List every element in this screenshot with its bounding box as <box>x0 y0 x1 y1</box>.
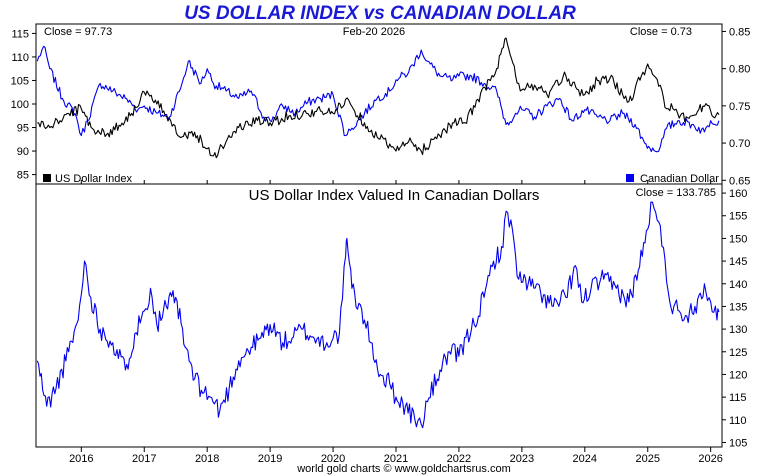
close-bottom-label: Close = 133.785 <box>636 187 716 199</box>
y-bottom-tick-label: 130 <box>729 324 747 336</box>
y-right-tick-label: 0.65 <box>729 175 750 187</box>
x-tick-label: 2020 <box>321 453 345 465</box>
x-tick-label: 2022 <box>447 453 471 465</box>
y-bottom-tick-label: 115 <box>729 392 747 404</box>
y-bottom-tick-label: 145 <box>729 256 747 268</box>
footer-credit: world gold charts © www.goldchartsrus.co… <box>296 463 511 475</box>
close-left-label: Close = 97.73 <box>44 26 112 38</box>
legend-swatch-usd <box>43 174 51 182</box>
series-line-ratio <box>36 201 720 429</box>
y-bottom-tick-label: 110 <box>729 415 747 427</box>
series-line-us-dollar-index <box>37 37 720 159</box>
legend-label-usd: US Dollar Index <box>55 173 133 185</box>
y-bottom-tick-label: 135 <box>729 301 747 313</box>
x-tick-label: 2017 <box>132 453 156 465</box>
x-tick-label: 2026 <box>698 453 722 465</box>
bottom-panel-frame <box>35 183 723 448</box>
series-line-canadian-dollar <box>36 45 720 153</box>
y-bottom-tick-label: 125 <box>729 347 747 359</box>
y-left-tick-label: 95 <box>17 123 29 135</box>
bottom-title: US Dollar Index Valued In Canadian Dolla… <box>249 187 540 204</box>
y-left-tick-label: 105 <box>11 75 29 87</box>
y-right-tick-label: 0.75 <box>729 101 750 113</box>
y-bottom-tick-label: 150 <box>729 233 747 245</box>
x-tick-label: 2025 <box>635 453 659 465</box>
y-left-tick-label: 115 <box>11 28 29 40</box>
x-tick-label: 2016 <box>69 453 93 465</box>
y-right-tick-label: 0.80 <box>729 64 750 76</box>
x-tick-label: 2018 <box>195 453 219 465</box>
x-tick-label: 2023 <box>510 453 534 465</box>
y-bottom-tick-label: 120 <box>729 369 747 381</box>
x-tick-label: 2024 <box>573 453 597 465</box>
x-tick-label: 2021 <box>384 453 408 465</box>
y-bottom-tick-label: 105 <box>729 437 747 449</box>
y-bottom-tick-label: 140 <box>729 279 747 291</box>
y-right-tick-label: 0.70 <box>729 138 750 150</box>
y-left-tick-label: 90 <box>17 146 29 158</box>
chart-title: US DOLLAR INDEX vs CANADIAN DOLLAR <box>184 3 576 24</box>
y-bottom-tick-label: 155 <box>729 211 747 223</box>
x-tick-label: 2019 <box>258 453 282 465</box>
close-right-label: Close = 0.73 <box>630 26 692 38</box>
y-left-tick-label: 100 <box>11 99 29 111</box>
legend-label-cad: Canadian Dollar <box>640 173 719 185</box>
axes-layer: 85 90 95 100 105 110 115 0.65 0.70 0.75 0.80 0.85 10… <box>11 26 751 465</box>
date-label: Feb-20 2026 <box>343 26 405 38</box>
y-right-tick-label: 0.85 <box>729 26 750 38</box>
legend-swatch-cad <box>626 174 634 182</box>
series-layer <box>36 37 720 429</box>
y-left-tick-label: 85 <box>17 170 29 182</box>
y-bottom-tick-label: 160 <box>729 188 747 200</box>
y-left-tick-label: 110 <box>11 52 29 64</box>
